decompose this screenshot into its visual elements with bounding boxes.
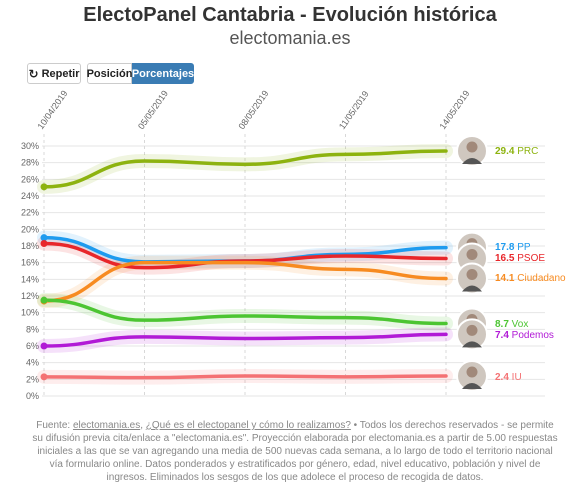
footer-text: • Todos los derechos reservados - se per… (32, 420, 558, 483)
avatar-vox (456, 307, 488, 340)
data-point-ciudadano (40, 297, 48, 305)
y-tick-label: 10% (21, 308, 39, 318)
avatar-pp (456, 231, 488, 264)
series-band-pp (37, 230, 453, 269)
series-label-prc: 29.4 PRC (495, 146, 538, 157)
y-tick-label: 22% (21, 208, 39, 218)
series-label-psoe: 16.5 PSOE (495, 253, 545, 264)
data-point-vox (40, 296, 48, 304)
data-point-prc (40, 183, 48, 191)
x-tick-label: 08/05/2019 (236, 89, 270, 132)
avatar-podemos (456, 318, 488, 351)
series-line-psoe (42, 241, 448, 270)
y-tick-label: 26% (21, 174, 39, 184)
series-label-iu: 2.4 IU (495, 372, 522, 383)
y-tick-label: 16% (21, 258, 39, 268)
x-axis: 10/04/2019 05/05/2019 08/05/2019 11/05/2019… (35, 89, 471, 132)
avatar-iu (456, 360, 488, 392)
series-bands (37, 144, 453, 385)
series-band-vox (37, 293, 453, 331)
footer-note: Fuente: electomania.es, ¿Qué es el elect… (30, 419, 560, 484)
series-label-pp: 17.8 PP (495, 242, 531, 253)
gridlines (42, 134, 545, 397)
chart-subtitle: electomania.es (229, 28, 351, 48)
y-tick-label: 30% (21, 141, 39, 151)
y-tick-label: 12% (21, 291, 39, 301)
y-tick-label: 18% (21, 241, 39, 251)
data-point-iu (40, 373, 48, 381)
series-line-iu (42, 374, 448, 380)
avatar-prc (456, 135, 488, 167)
series-label-podemos: 7.4 Podemos (495, 330, 554, 341)
series-band-prc (37, 144, 453, 194)
x-tick-label: 10/04/2019 (35, 89, 69, 132)
x-tick-label: 05/05/2019 (136, 89, 170, 132)
data-point-pp (40, 234, 48, 242)
methodology-link[interactable]: ¿Qué es el electopanel y cómo lo realiza… (145, 420, 351, 431)
series-label-vox: 8.7 Vox (495, 319, 528, 330)
avatar-ciudadano (456, 262, 488, 295)
position-toggle-button[interactable]: Posición (87, 63, 132, 84)
footer-source-prefix: Fuente: (36, 420, 73, 431)
series-line-podemos (42, 332, 448, 348)
y-tick-label: 4% (26, 358, 39, 368)
series-line-prc (42, 149, 448, 189)
replay-icon: ↻ (28, 66, 39, 81)
series-line-ciudadano (42, 260, 448, 303)
repeat-button[interactable]: ↻ Repetir (27, 63, 81, 84)
series-line-pp (42, 235, 448, 264)
y-tick-label: 14% (21, 274, 39, 284)
y-tick-label: 6% (26, 341, 39, 351)
footer-separator: , (140, 420, 146, 431)
chart-title: ElectoPanel Cantabria - Evolución histór… (83, 4, 497, 26)
x-tick-label: 14/05/2019 (437, 89, 471, 132)
y-tick-label: 24% (21, 191, 39, 201)
y-tick-label: 20% (21, 224, 39, 234)
data-point-psoe (40, 240, 48, 247)
series-line-vox (42, 298, 448, 326)
data-point-podemos (40, 342, 48, 350)
y-tick-label: 28% (21, 158, 39, 168)
series-label-ciudadano: 14.1 Ciudadano (495, 273, 566, 284)
repeat-label: Repetir (41, 67, 80, 80)
x-tick-label: 11/05/2019 (337, 89, 371, 131)
source-link[interactable]: electomania.es (72, 420, 141, 431)
series-points (40, 183, 48, 381)
percent-toggle-button[interactable]: Porcentajes (132, 63, 194, 84)
y-tick-label: 0% (26, 391, 39, 401)
series-lines (42, 149, 448, 380)
y-tick-label: 2% (26, 374, 39, 384)
series-band-iu (37, 368, 453, 385)
series-band-ciudadano (37, 255, 453, 308)
series-band-podemos (37, 327, 453, 353)
avatar-psoe (456, 242, 488, 275)
series-band-psoe (37, 236, 453, 275)
y-tick-label: 8% (26, 324, 39, 334)
y-axis: 0% 2% 4% 6% 8% 10% 12% 14% 16% 18% 20% 22% 24% 26% 28%… (21, 141, 39, 401)
